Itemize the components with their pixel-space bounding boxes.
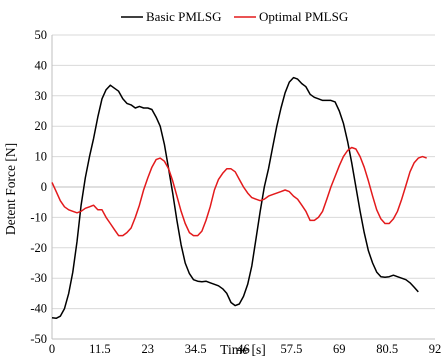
y-tick-label: -30: [30, 271, 47, 285]
x-tick-label: 46: [237, 342, 250, 356]
x-tick-label: 0: [49, 342, 55, 356]
x-tick-label: 23: [142, 342, 155, 356]
x-tick-label: 80.5: [376, 342, 398, 356]
y-axis-title: Detent Force [N]: [3, 143, 18, 235]
x-tick-label: 57.5: [280, 342, 302, 356]
x-tick-label: 92: [429, 342, 442, 356]
legend: Basic PMLSG Optimal PMLSG: [121, 9, 348, 24]
x-axis-title: Time [s]: [220, 342, 266, 357]
y-tick-label: 30: [35, 89, 48, 103]
y-tick-label: 40: [35, 58, 48, 72]
legend-label-optimal-pmlsg: Optimal PMLSG: [259, 9, 348, 24]
series-line-optimal-pmlsg: [51, 146, 427, 237]
y-tick-label: 0: [41, 180, 47, 194]
y-tick-label: 20: [35, 119, 48, 133]
x-tick-label: 11.5: [89, 342, 110, 356]
series-lines: [51, 76, 427, 320]
legend-label-basic-pmlsg: Basic PMLSG: [146, 9, 221, 24]
x-tick-label: 34.5: [185, 342, 207, 356]
series-line-basic-pmlsg: [51, 76, 419, 320]
y-tick-label: -50: [30, 332, 47, 346]
y-tick-label: -10: [30, 210, 47, 224]
y-tick-label: 10: [35, 150, 48, 164]
tick-labels: -50 -40 -30 -20 -10 0 10 20 30 40 50 0 11.5 23 34.5 46 5…: [30, 28, 441, 356]
x-tick-label: 69: [333, 342, 346, 356]
y-tick-label: 50: [35, 28, 48, 42]
y-tick-label: -20: [30, 241, 47, 255]
y-tick-label: -40: [30, 302, 47, 316]
